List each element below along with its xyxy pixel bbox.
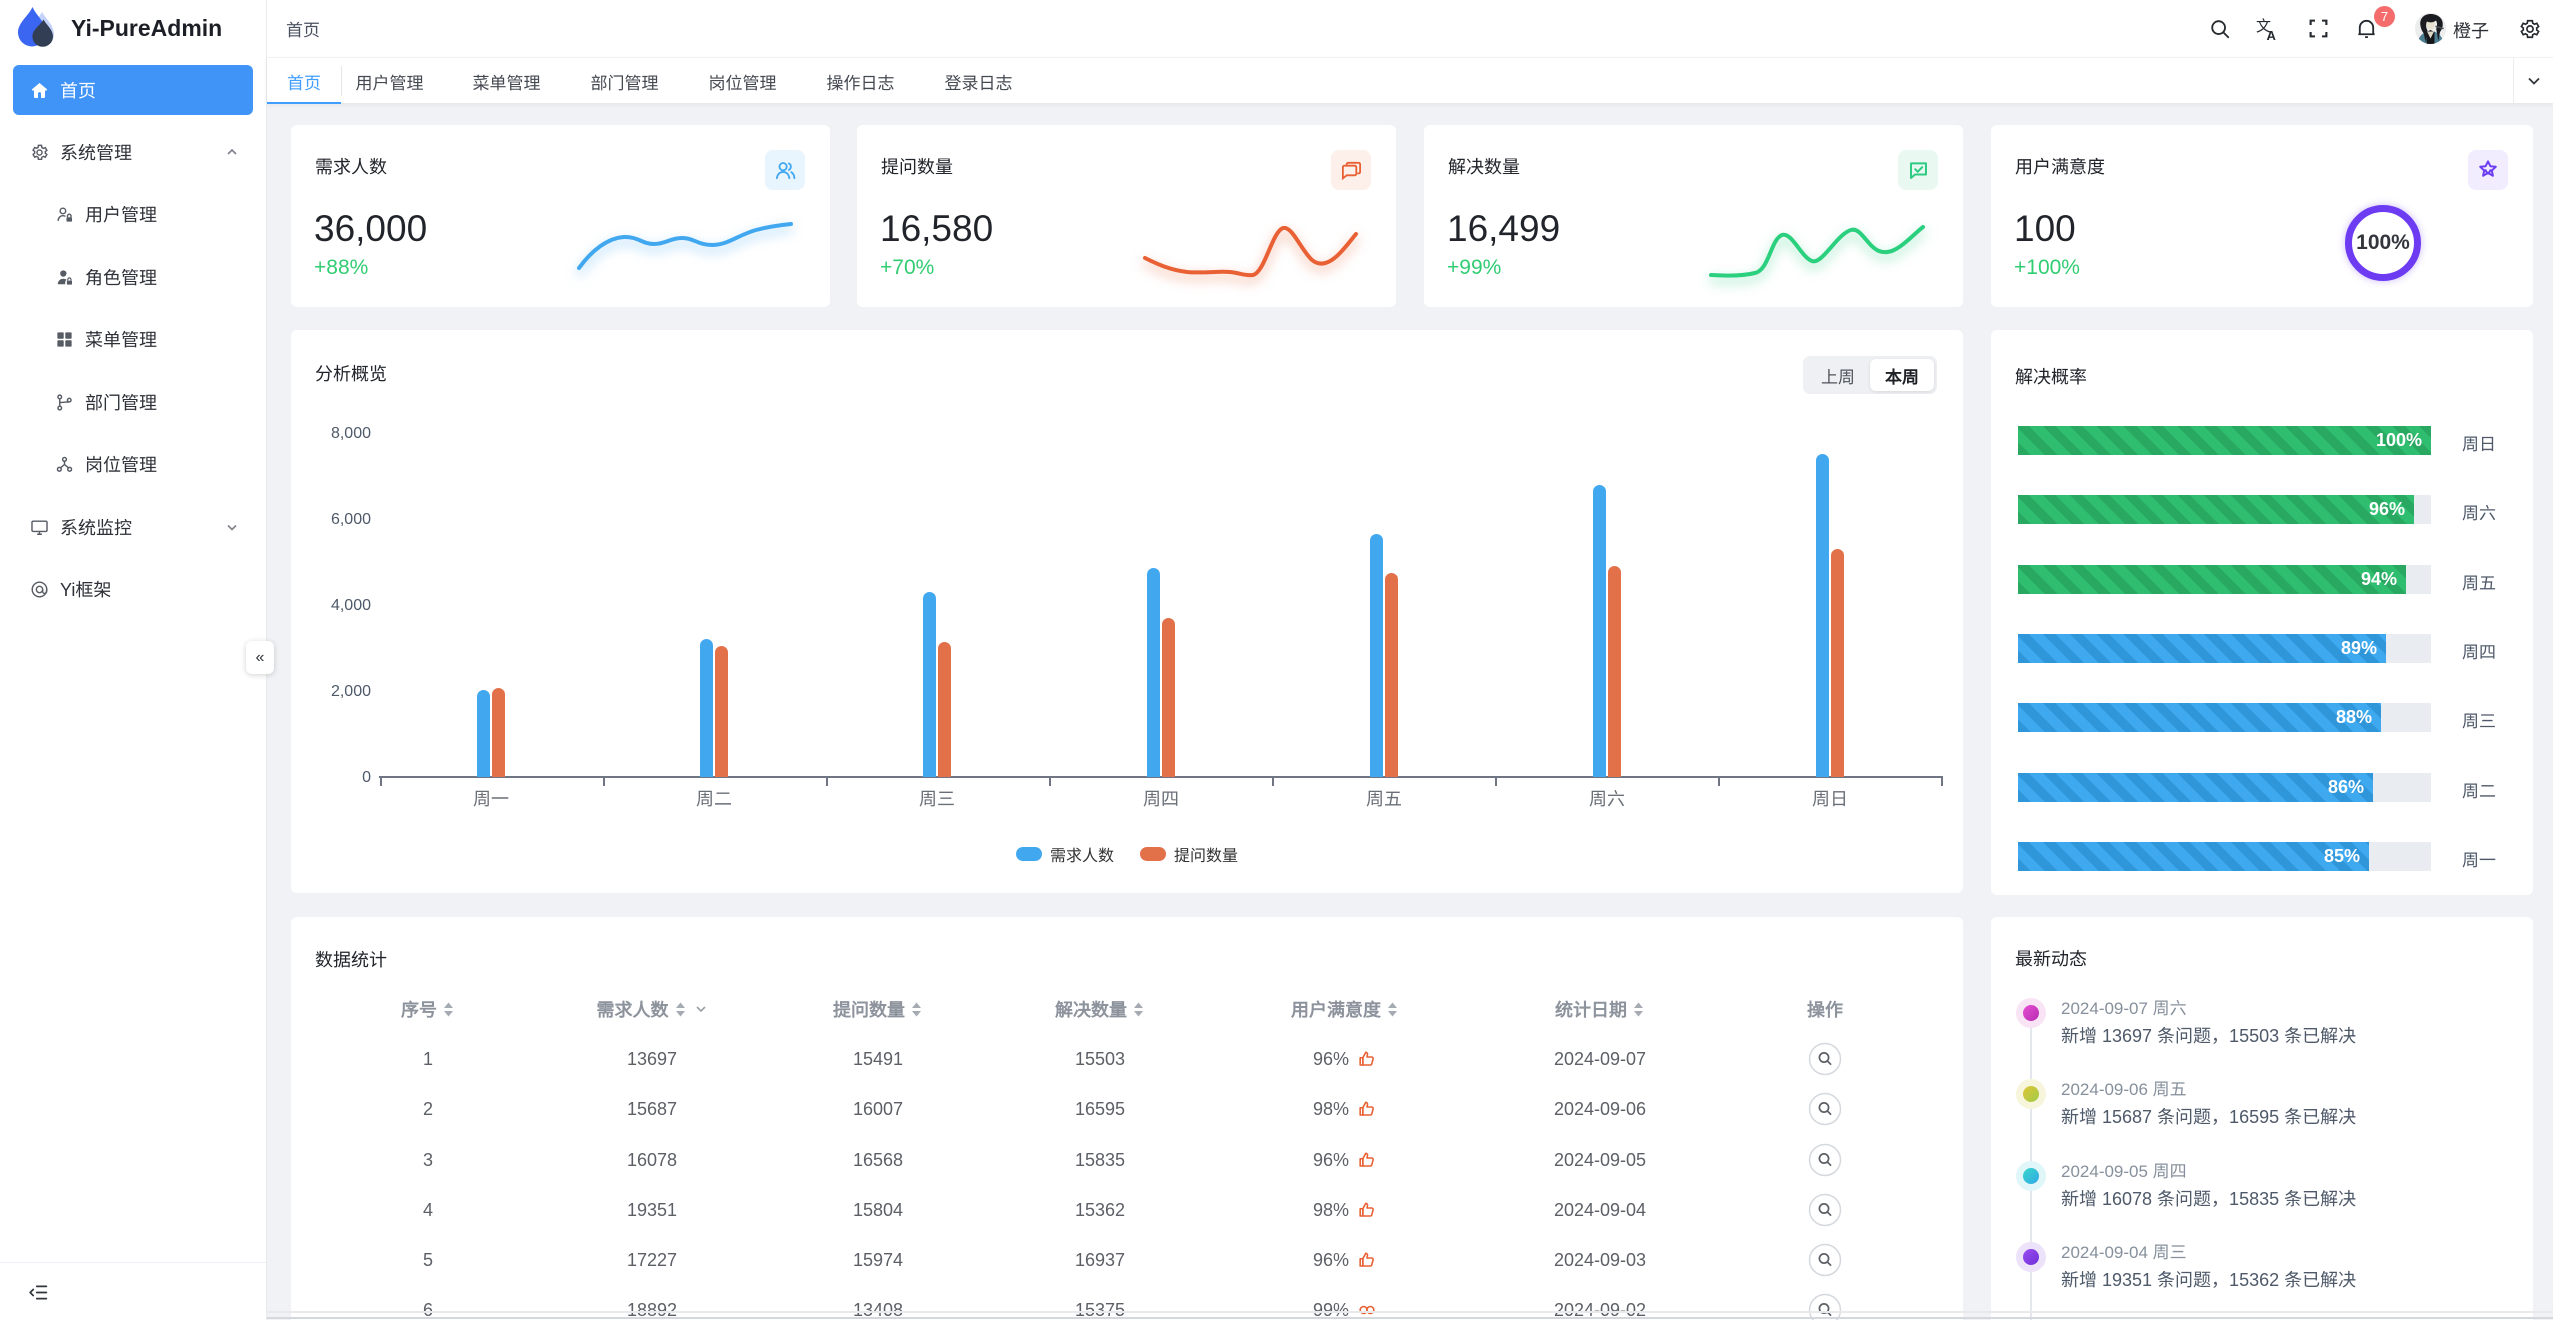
svg-text:A: A: [2267, 28, 2277, 42]
svg-text:文: 文: [2256, 16, 2271, 36]
